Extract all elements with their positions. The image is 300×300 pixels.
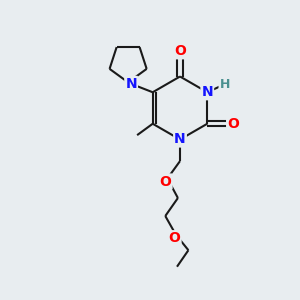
Text: N: N: [202, 85, 213, 99]
Text: N: N: [125, 77, 137, 91]
Text: H: H: [220, 78, 230, 91]
Text: N: N: [174, 133, 186, 146]
Text: O: O: [169, 231, 181, 245]
Text: O: O: [174, 44, 186, 58]
Text: O: O: [160, 175, 172, 188]
Text: O: O: [227, 117, 239, 131]
